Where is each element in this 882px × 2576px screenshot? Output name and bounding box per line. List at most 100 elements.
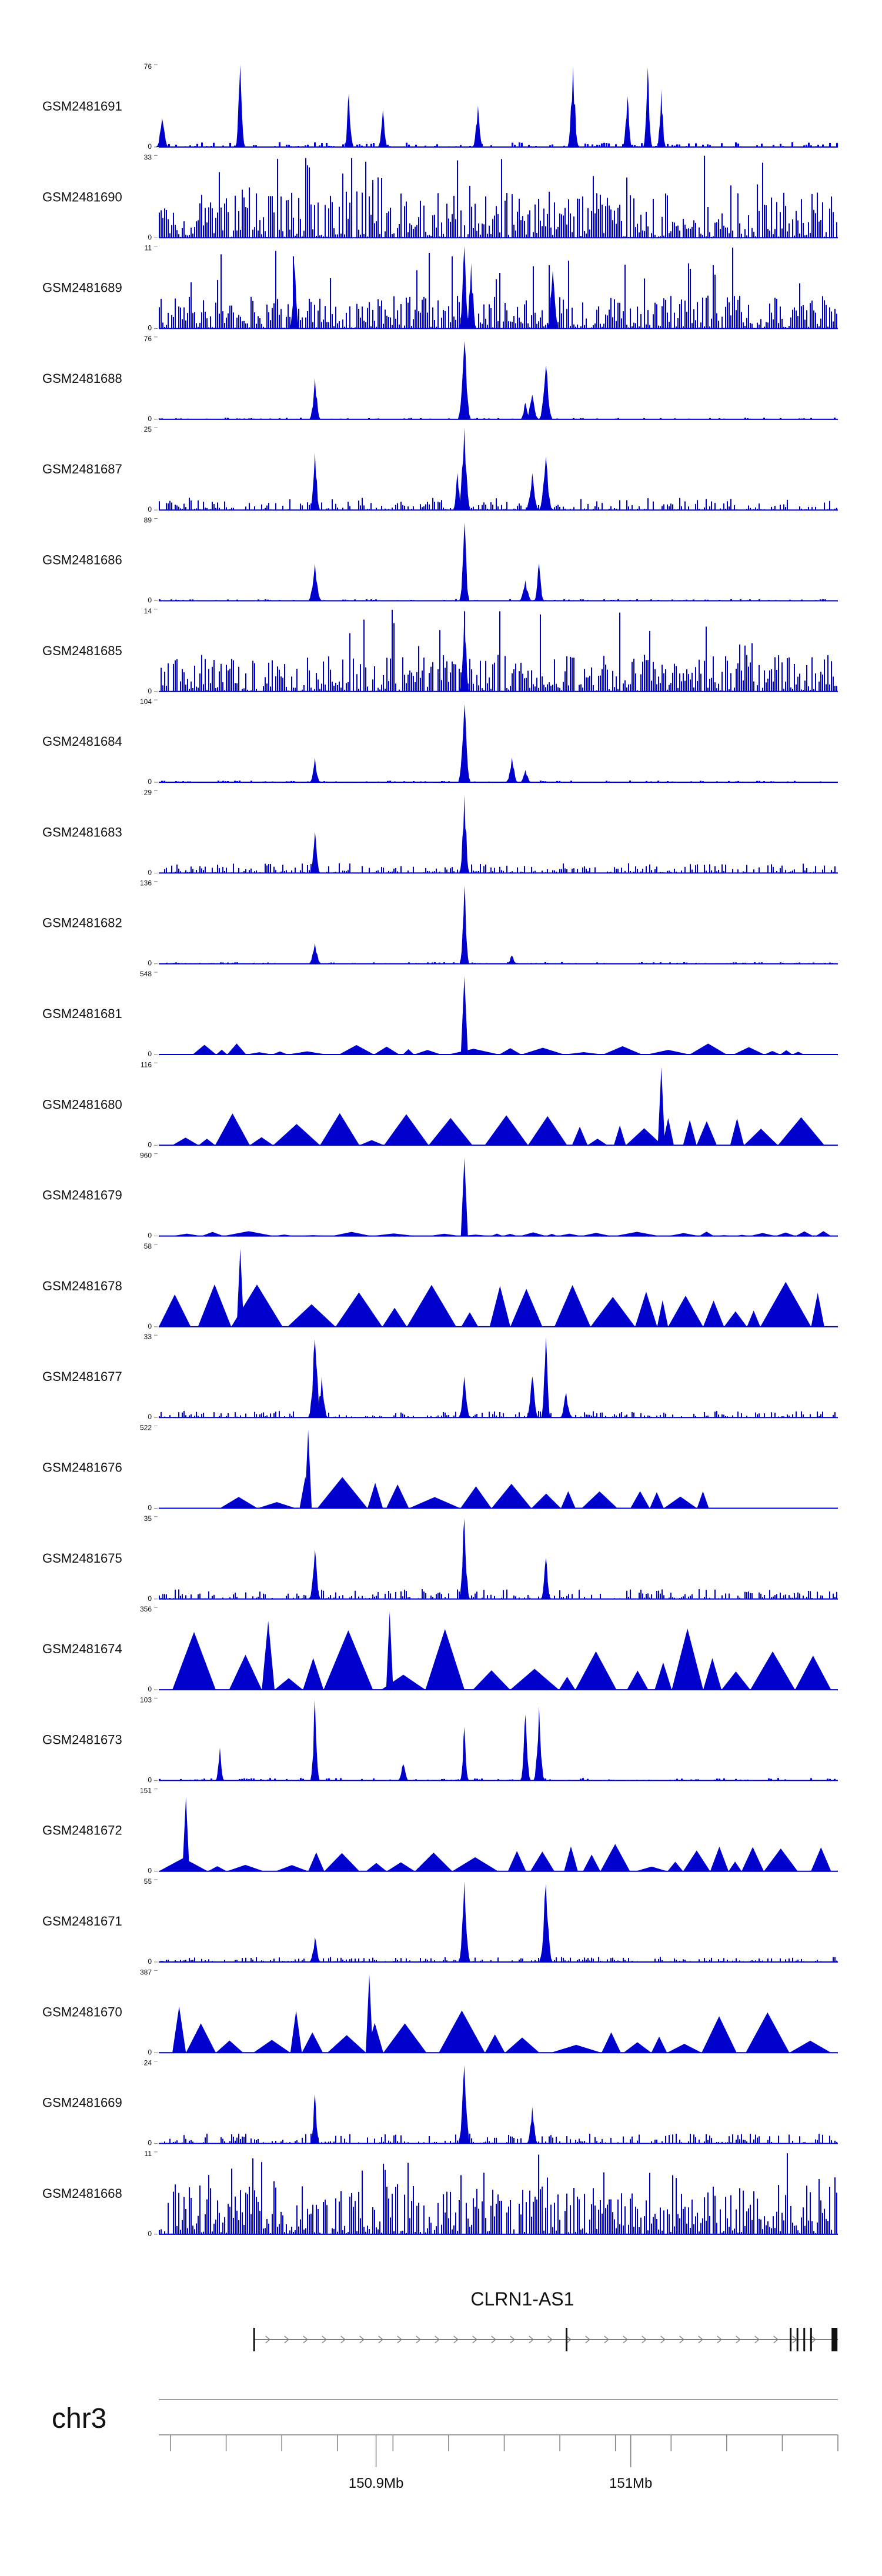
signal-triangle bbox=[730, 1118, 744, 1146]
track-signal bbox=[159, 341, 838, 419]
strand-arrow bbox=[529, 2335, 534, 2344]
strand-arrow bbox=[416, 2335, 421, 2344]
track-ymin-label: 0 bbox=[148, 1322, 152, 1330]
signal-triangle bbox=[403, 1049, 415, 1055]
signal-triangle bbox=[373, 1046, 400, 1055]
signal-peak bbox=[309, 1937, 321, 1962]
signal-peak bbox=[539, 456, 553, 510]
track-label: GSM2481679 bbox=[42, 1188, 122, 1203]
signal-triangle bbox=[647, 1050, 690, 1055]
axis-tick-label: 151Mb bbox=[609, 2475, 652, 2491]
track-label: GSM2481688 bbox=[42, 371, 122, 386]
signal-triangle bbox=[415, 1852, 453, 1871]
track: GSM2481677 33 0 bbox=[42, 1333, 838, 1421]
signal-triangle bbox=[554, 1285, 591, 1327]
signal-peak bbox=[657, 89, 666, 147]
signal-triangle bbox=[780, 1050, 793, 1055]
signal-triangle bbox=[198, 1284, 232, 1327]
signal-triangle bbox=[654, 1662, 672, 1690]
signal-triangle bbox=[636, 1866, 668, 1871]
track-label: GSM2481675 bbox=[42, 1551, 122, 1566]
signal-triangle bbox=[172, 1631, 216, 1690]
signal-triangle bbox=[367, 1483, 383, 1509]
gene-exon bbox=[810, 2328, 812, 2351]
signal-triangle bbox=[208, 1866, 227, 1871]
signal-spike bbox=[460, 976, 468, 1055]
track-signal bbox=[159, 246, 837, 329]
track-label: GSM2481678 bbox=[42, 1279, 122, 1293]
track: GSM2481673 103 0 bbox=[42, 1696, 838, 1784]
track-ymin-label: 0 bbox=[148, 1957, 152, 1966]
track-ymin-label: 0 bbox=[148, 959, 152, 967]
track-label: GSM2481689 bbox=[42, 281, 122, 295]
track: GSM2481670 387 0 bbox=[42, 1968, 838, 2056]
signal-triangle bbox=[683, 1120, 697, 1146]
track-ymax-label: 11 bbox=[145, 2150, 152, 2158]
strand-arrow bbox=[642, 2335, 647, 2344]
signal-triangle bbox=[587, 1139, 608, 1146]
signal-spike bbox=[657, 1067, 665, 1146]
signal-triangle bbox=[461, 1312, 479, 1327]
signal-peak bbox=[458, 704, 470, 783]
track: GSM2481674 356 0 bbox=[42, 1605, 838, 1693]
track-ymin-label: 0 bbox=[148, 2230, 152, 2238]
signal-peak bbox=[458, 428, 470, 510]
track-ymax-label: 33 bbox=[144, 153, 152, 161]
track-signal bbox=[172, 1067, 825, 1146]
track-ymin-label: 0 bbox=[148, 1140, 152, 1149]
signal-triangle bbox=[386, 1484, 409, 1509]
signal-peak bbox=[460, 1727, 469, 1781]
track-ymax-label: 76 bbox=[144, 62, 152, 71]
strand-arrow bbox=[303, 2335, 308, 2344]
strand-arrow bbox=[736, 2335, 741, 2344]
signal-peak bbox=[506, 955, 517, 964]
track-ymin-label: 0 bbox=[148, 2048, 152, 2056]
signal-triangle bbox=[249, 1137, 273, 1146]
signal-triangle bbox=[198, 1139, 215, 1146]
signal-triangle bbox=[386, 1862, 415, 1871]
signal-triangle bbox=[447, 1049, 500, 1055]
signal-triangle bbox=[323, 1630, 373, 1690]
track-ymin-label: 0 bbox=[148, 142, 152, 151]
track-ymin-label: 0 bbox=[148, 1685, 152, 1693]
strand-arrow bbox=[284, 2335, 289, 2344]
signal-bars bbox=[159, 418, 838, 419]
signal-peak bbox=[541, 1337, 550, 1418]
track-ymax-label: 58 bbox=[144, 1242, 152, 1250]
signal-triangle bbox=[602, 2032, 621, 2053]
signal-peak bbox=[526, 473, 539, 510]
signal-triangle bbox=[499, 1048, 522, 1055]
strand-arrow bbox=[660, 2335, 666, 2344]
track-ymin-label: 0 bbox=[148, 1232, 152, 1240]
signal-triangle bbox=[667, 1861, 683, 1871]
signal-triangle bbox=[460, 1486, 492, 1509]
signal-peak bbox=[460, 885, 469, 964]
signal-peak bbox=[310, 2094, 320, 2144]
track-ymax-label: 387 bbox=[140, 1968, 152, 1976]
signal-peak bbox=[290, 262, 299, 329]
strand-arrow bbox=[698, 2335, 703, 2344]
track-label: GSM2481671 bbox=[42, 1914, 122, 1928]
signal-triangle bbox=[581, 1233, 612, 1236]
track-ymax-label: 104 bbox=[140, 698, 152, 706]
signal-triangle bbox=[811, 1292, 824, 1327]
signal-triangle bbox=[406, 1284, 456, 1327]
track-signal bbox=[159, 155, 837, 238]
strand-arrow bbox=[265, 2335, 270, 2344]
signal-spike bbox=[182, 1797, 190, 1871]
signal-triangle bbox=[746, 2012, 790, 2053]
strand-arrow bbox=[773, 2335, 779, 2344]
signal-triangle bbox=[275, 1865, 309, 1871]
signal-triangle bbox=[668, 1296, 703, 1327]
track: GSM2481679 960 0 bbox=[42, 1152, 838, 1240]
signal-spike bbox=[460, 1157, 468, 1236]
axis-tick-label: 150.9Mb bbox=[349, 2475, 403, 2491]
signal-triangle bbox=[750, 1651, 796, 1690]
signal-triangle bbox=[792, 1052, 804, 1055]
signal-triangle bbox=[288, 1051, 327, 1055]
track-signal bbox=[159, 522, 838, 601]
track-signal bbox=[159, 1700, 838, 1781]
track-signal bbox=[159, 1881, 837, 1962]
signal-triangle bbox=[215, 1113, 250, 1146]
